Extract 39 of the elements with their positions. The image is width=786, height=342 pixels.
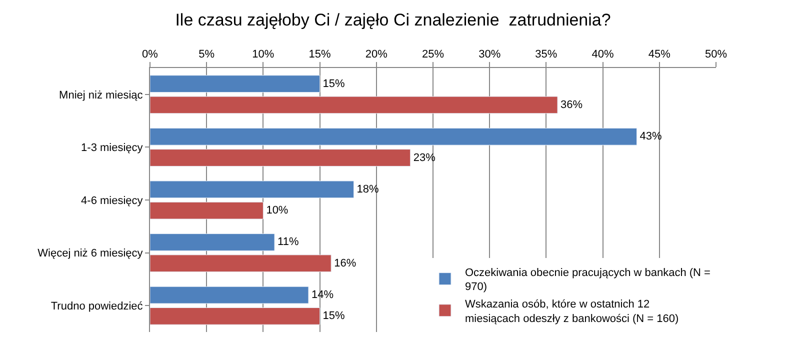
data-label: 18% bbox=[356, 183, 379, 196]
data-label: 43% bbox=[640, 130, 662, 143]
data-label: 15% bbox=[322, 78, 346, 90]
x-tick-label: 15% bbox=[308, 48, 332, 61]
data-label: 16% bbox=[334, 257, 356, 270]
legend-label: Oczekiwania obecnie pracujących w bankach (N = 970) bbox=[465, 266, 710, 294]
legend-label: Wskazania osób, które w ostatnich 12 miesiącach odeszły z bankowości (N = 160) bbox=[465, 298, 679, 325]
data-label: 11% bbox=[278, 236, 299, 248]
data-label: 14% bbox=[311, 289, 334, 302]
chart-title: Ile czasu zajęłoby Ci / zajęło Ci znalezienie zatrudnienia? bbox=[175, 10, 611, 30]
y-tick-label: 4-6 miesięcy bbox=[81, 194, 144, 207]
x-tick-label: 35% bbox=[535, 48, 558, 61]
bar bbox=[150, 128, 638, 146]
y-tick-label: Więcej niż 6 miesięcy bbox=[38, 248, 144, 260]
bar bbox=[150, 307, 320, 325]
bar bbox=[150, 180, 354, 198]
bar bbox=[150, 254, 332, 272]
x-tick-label: 5% bbox=[198, 48, 215, 61]
x-tick-label: 30% bbox=[478, 48, 501, 61]
data-label: 10% bbox=[266, 204, 288, 217]
bar bbox=[150, 75, 320, 93]
x-tick-label: 20% bbox=[365, 48, 388, 61]
data-label: 36% bbox=[560, 98, 583, 111]
bar bbox=[150, 234, 275, 251]
x-tick-label: 25% bbox=[422, 48, 444, 61]
x-tick-label: 45% bbox=[648, 48, 671, 61]
y-tick-label: Trudno powiedzieć bbox=[50, 300, 144, 312]
x-tick-label: 0% bbox=[142, 48, 158, 61]
x-tick-label: 50% bbox=[704, 48, 728, 61]
data-label: 23% bbox=[413, 152, 436, 164]
x-tick-label: 40% bbox=[592, 48, 614, 61]
bar bbox=[150, 149, 411, 166]
y-tick-label: Mniej niż miesiąc bbox=[59, 89, 144, 102]
bar bbox=[150, 286, 309, 304]
y-tick-label: 1-3 miesięcy bbox=[81, 142, 144, 154]
data-label: 15% bbox=[322, 310, 346, 322]
bar bbox=[150, 202, 264, 220]
bar bbox=[150, 96, 558, 114]
x-tick-label: 10% bbox=[252, 48, 274, 61]
